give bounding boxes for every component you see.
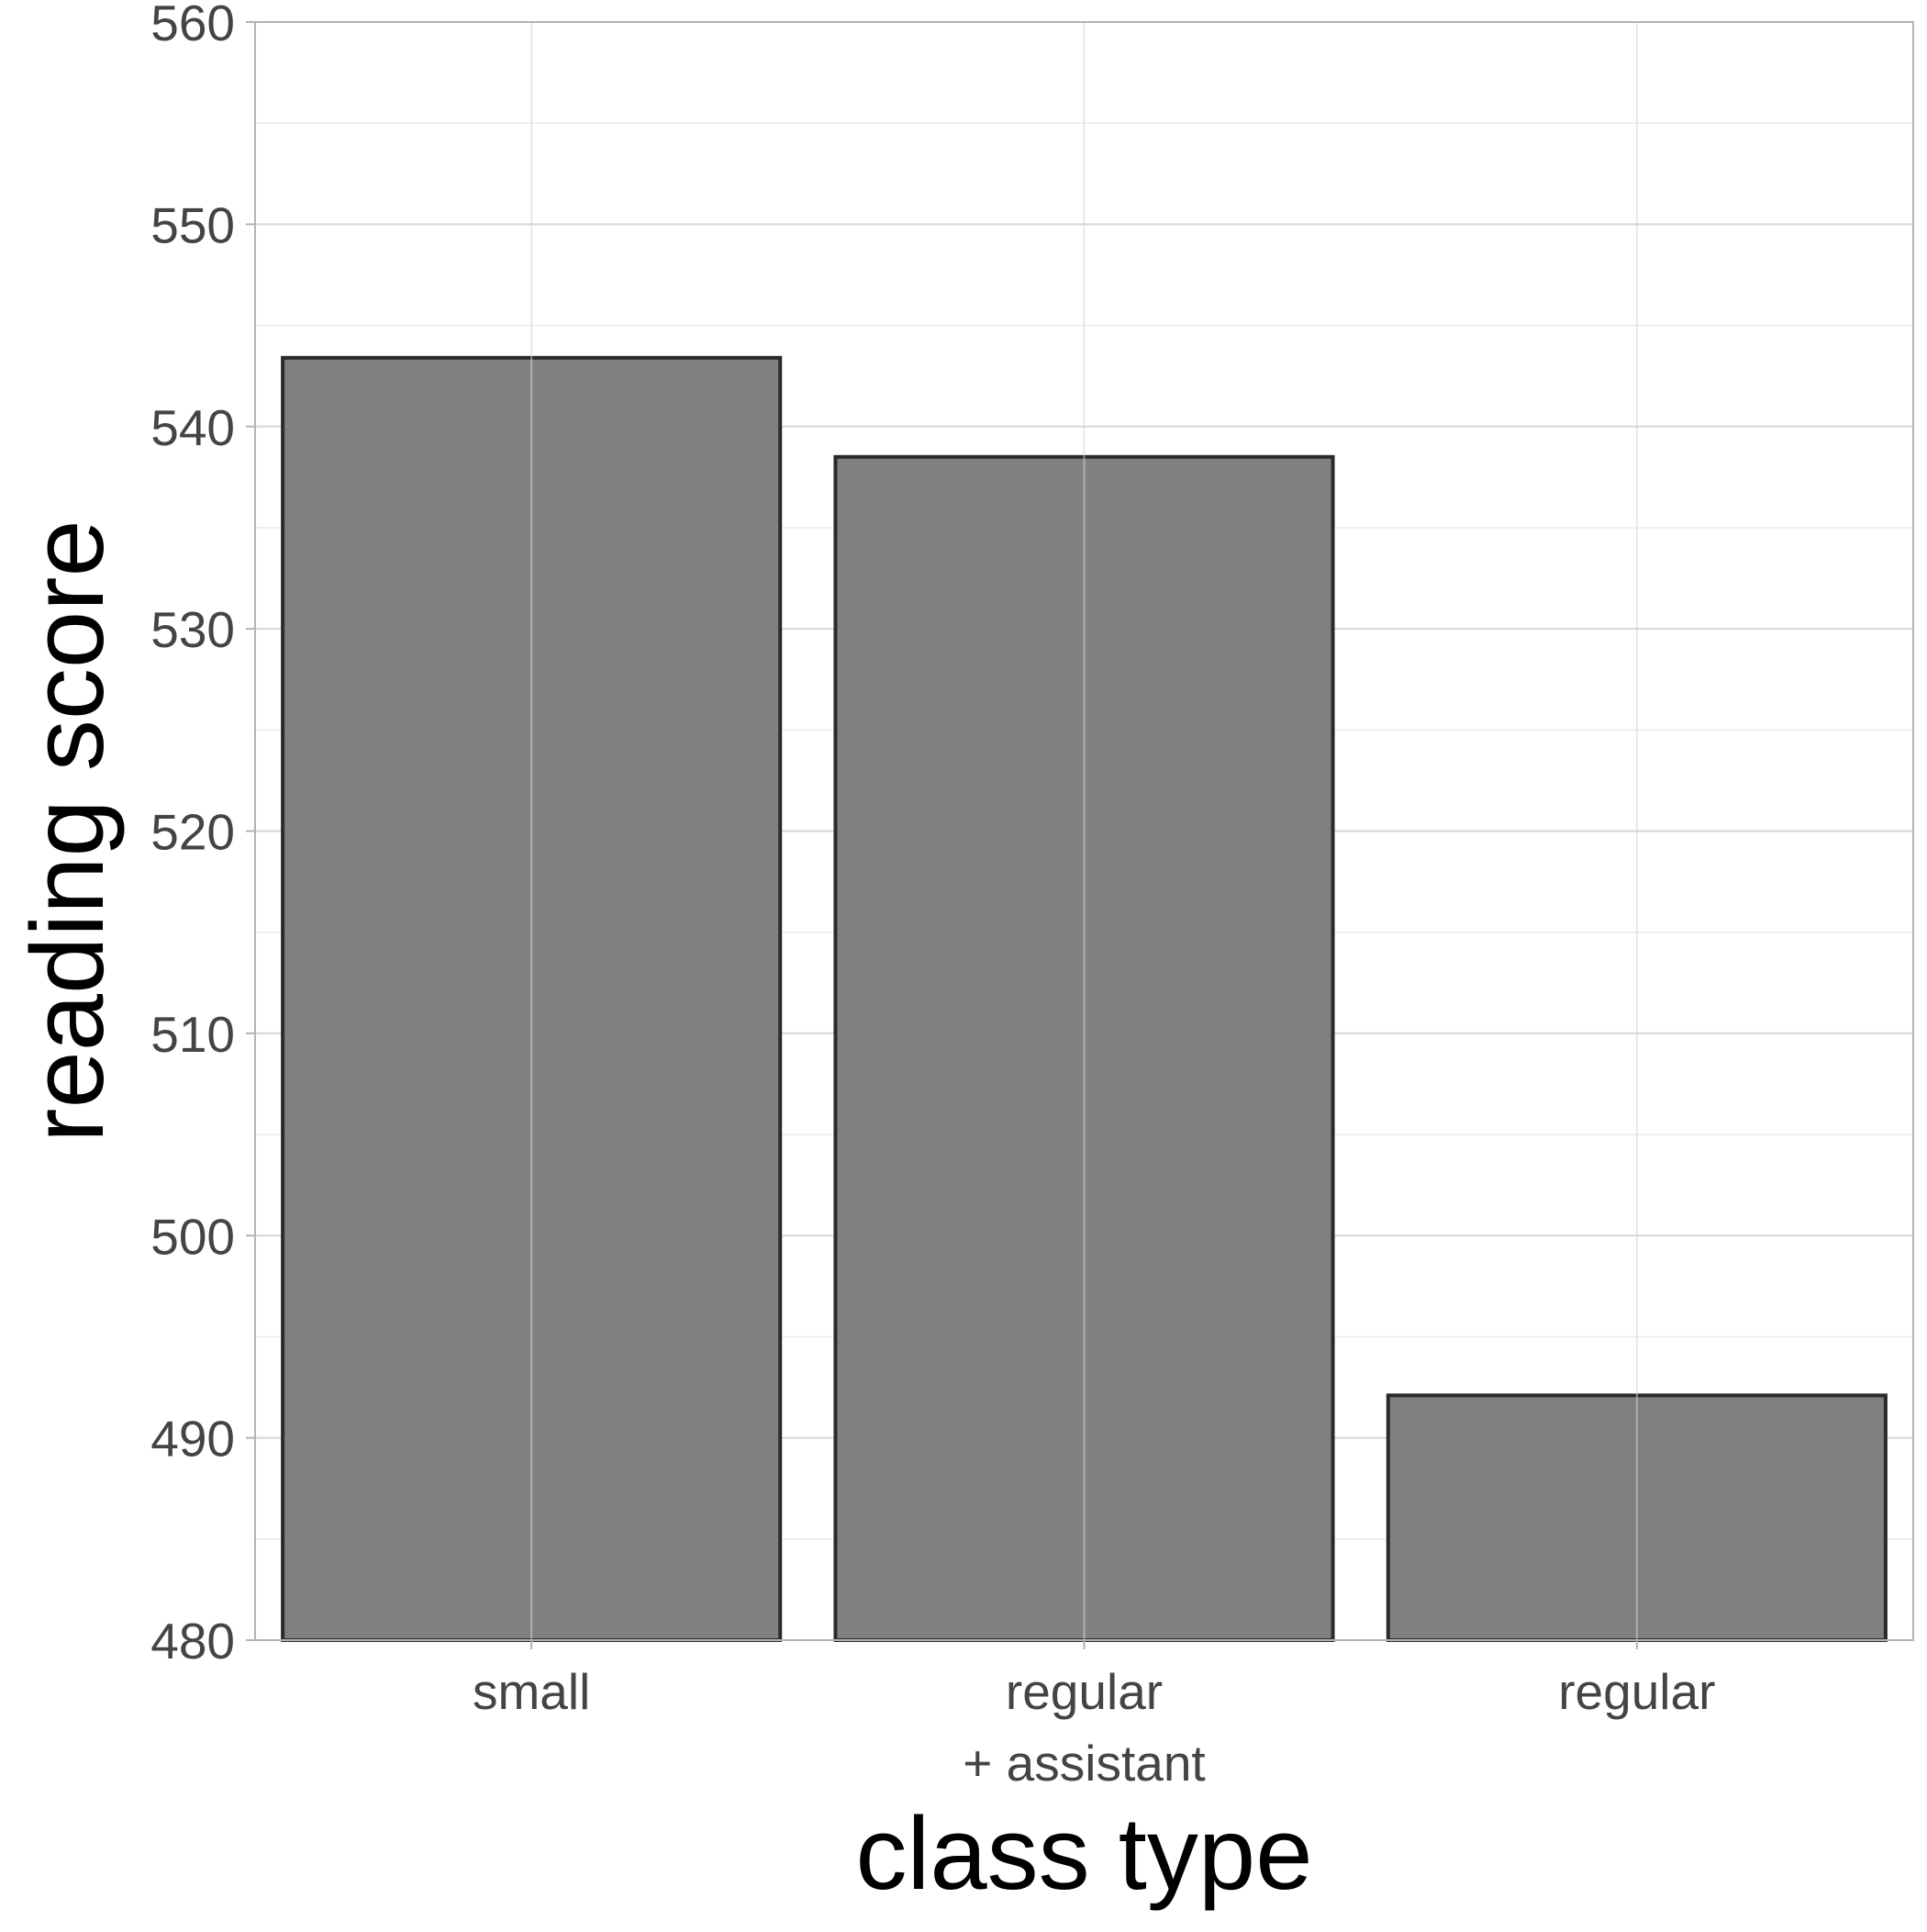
x-axis-title: class type [856,1796,1313,1911]
x-tick-label: regular [1006,1663,1163,1720]
y-tick-label: 480 [150,1613,235,1670]
y-tick-label: 490 [150,1411,235,1468]
y-axis-title: reading score [10,519,125,1143]
x-tick-label: regular [1558,1663,1715,1720]
y-tick-labels: 480 490 500 510 520 530 540 550 560 [150,0,235,1670]
y-tick-label: 500 [150,1208,235,1265]
x-tick-labels: small regular + assistant regular [473,1663,1715,1792]
x-tick-label: + assistant [963,1735,1205,1792]
y-tick-label: 530 [150,601,235,658]
y-tick-label: 520 [150,804,235,861]
y-tick-label: 560 [150,0,235,51]
y-tick-label: 540 [150,399,235,456]
y-tick-label: 510 [150,1006,235,1063]
axis-ticks [246,21,1638,1649]
x-tick-label: small [473,1663,590,1720]
y-tick-label: 550 [150,196,235,253]
